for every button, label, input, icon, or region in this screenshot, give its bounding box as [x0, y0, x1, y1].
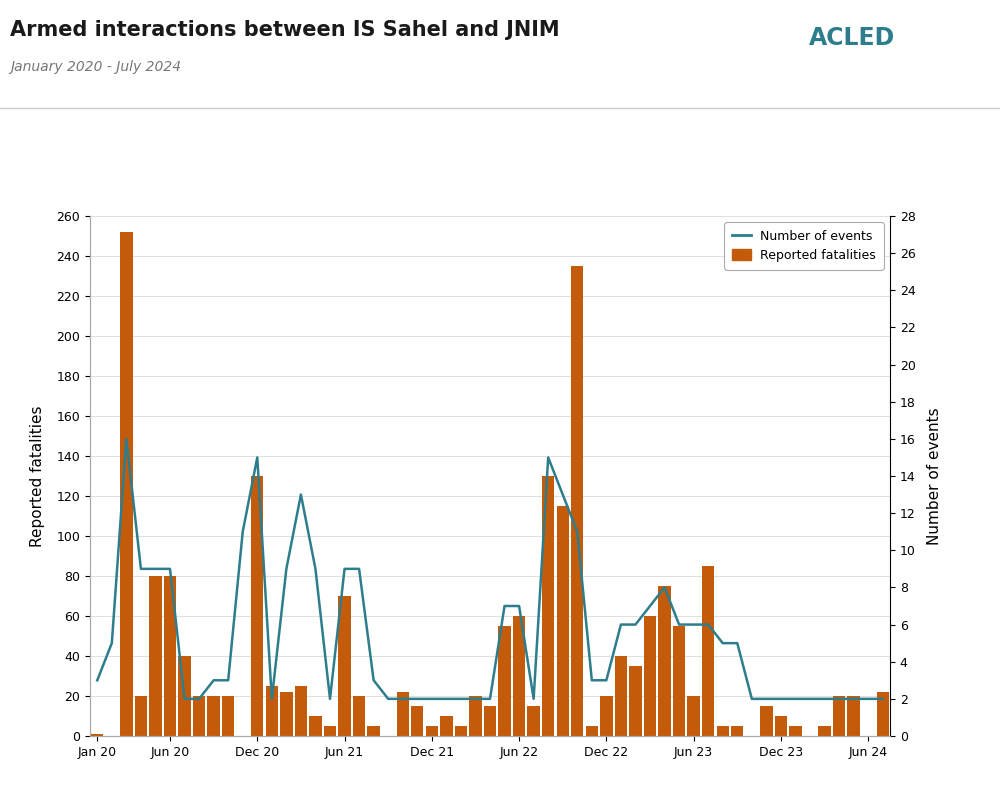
Bar [542, 476, 554, 736]
Text: Armed interactions between IS Sahel and JNIM: Armed interactions between IS Sahel and … [10, 20, 560, 40]
Bar [338, 596, 351, 736]
Bar [731, 726, 743, 736]
Text: January 2020 - July 2024: January 2020 - July 2024 [10, 60, 181, 74]
Bar [586, 726, 598, 736]
Bar [687, 696, 700, 736]
Bar [760, 706, 773, 736]
Bar [498, 626, 511, 736]
Bar [484, 706, 496, 736]
Bar [193, 696, 205, 736]
Bar [717, 726, 729, 736]
Bar [309, 716, 322, 736]
Bar [164, 576, 176, 736]
Bar [207, 696, 220, 736]
Bar [513, 616, 525, 736]
Bar [295, 686, 307, 736]
Text: ACLED: ACLED [809, 26, 895, 50]
Y-axis label: Reported fatalities: Reported fatalities [30, 406, 45, 546]
Bar [222, 696, 234, 736]
Bar [411, 706, 423, 736]
Bar [251, 476, 263, 736]
Bar [91, 734, 103, 736]
Bar [149, 576, 162, 736]
Bar [629, 666, 642, 736]
Bar [818, 726, 831, 736]
Bar [702, 566, 714, 736]
Bar [600, 696, 613, 736]
Bar [775, 716, 787, 736]
Bar [397, 692, 409, 736]
Bar [367, 726, 380, 736]
Bar [469, 696, 482, 736]
Bar [877, 692, 889, 736]
Bar [615, 656, 627, 736]
Bar [673, 626, 685, 736]
Bar [135, 696, 147, 736]
Bar [440, 716, 453, 736]
Bar [324, 726, 336, 736]
Bar [527, 706, 540, 736]
Bar [833, 696, 845, 736]
Bar [426, 726, 438, 736]
Bar [557, 506, 569, 736]
Bar [178, 656, 191, 736]
Legend: Number of events, Reported fatalities: Number of events, Reported fatalities [724, 222, 884, 270]
Bar [353, 696, 365, 736]
Bar [658, 586, 671, 736]
Bar [266, 686, 278, 736]
Bar [847, 696, 860, 736]
Bar [280, 692, 293, 736]
Bar [789, 726, 802, 736]
Bar [644, 616, 656, 736]
Bar [455, 726, 467, 736]
Y-axis label: Number of events: Number of events [927, 407, 942, 545]
Bar [120, 232, 133, 736]
Bar [571, 266, 583, 736]
